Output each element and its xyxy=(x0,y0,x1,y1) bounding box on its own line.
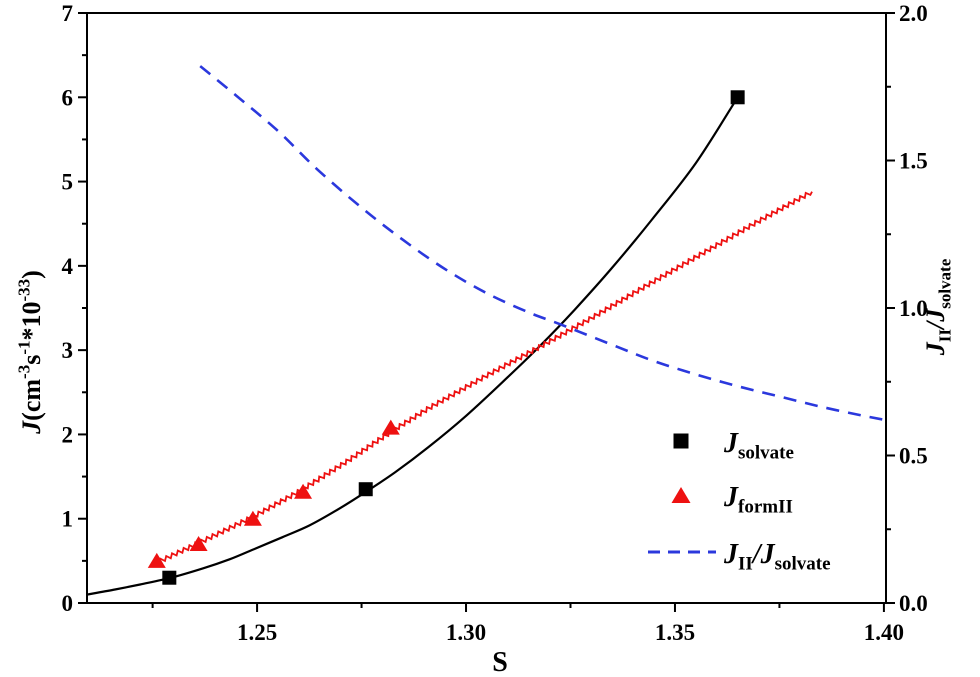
label-segment: J xyxy=(921,341,950,356)
y-left-tick-label: 0 xyxy=(62,591,74,616)
y-right-tick-label: 0.5 xyxy=(899,444,928,469)
x-tick-label: 1.25 xyxy=(237,620,277,645)
formII-data-point xyxy=(147,552,166,568)
y-left-axis-title: J(cm-3s-1*10-33) xyxy=(15,270,46,435)
label-segment: -3 xyxy=(15,365,34,379)
y-left-tick-label: 2 xyxy=(62,422,74,447)
axis-tick-labels: 1.25 1.30 1.35 1.40 0 1 2 3 4 5 6 7 0.0 0.5 1.0 1.5 2.0 xyxy=(62,1,928,645)
y-left-tick-label: 5 xyxy=(62,170,74,195)
series-formII-zigzag-line xyxy=(149,191,813,568)
series-ratio-dashed-curve xyxy=(199,65,887,422)
formII-data-point xyxy=(243,510,262,526)
axis-titles: SJ(cm-3s-1*10-33)JII/Jsolvate xyxy=(15,258,955,677)
label-segment: solvate xyxy=(738,443,794,464)
y-left-tick-label: 3 xyxy=(62,338,74,363)
y-right-tick-label: 2.0 xyxy=(899,1,928,26)
formII-data-point xyxy=(381,419,400,435)
legend-label: JII/Jsolvate xyxy=(723,539,831,575)
label-segment: -33 xyxy=(15,279,34,302)
y-left-tick-label: 1 xyxy=(62,507,74,532)
label-segment: S xyxy=(492,647,508,677)
y-right-tick-label: 1.0 xyxy=(899,296,928,321)
formII-data-point xyxy=(189,536,208,551)
label-segment: / xyxy=(921,319,950,331)
y-right-tick-label: 0.0 xyxy=(899,591,928,616)
solvate-data-point xyxy=(730,90,745,105)
label-segment: II xyxy=(738,554,753,575)
legend-item: JII/Jsolvate xyxy=(648,539,831,575)
legend-label: JformII xyxy=(723,482,793,518)
label-segment: J xyxy=(17,420,46,435)
y-right-axis-title: JII/Jsolvate xyxy=(921,258,954,356)
label-segment: solvate xyxy=(775,554,831,575)
y-right-tick-label: 1.5 xyxy=(899,149,928,174)
y-left-tick-label: 6 xyxy=(62,85,74,110)
x-tick-label: 1.40 xyxy=(864,620,904,645)
formII-data-point xyxy=(294,483,313,499)
label-segment: solvate xyxy=(935,258,954,309)
label-segment: formII xyxy=(738,497,793,518)
x-tick-label: 1.30 xyxy=(446,620,486,645)
x-tick-label: 1.35 xyxy=(655,620,695,645)
legend-item: JformII xyxy=(671,482,793,518)
label-segment: ) xyxy=(17,270,46,279)
label-segment: (cm xyxy=(17,379,46,421)
y-left-tick-label: 7 xyxy=(62,1,74,26)
label-segment: II xyxy=(935,329,954,343)
data-series xyxy=(86,65,887,596)
label-segment: / xyxy=(751,539,763,570)
legend-label: Jsolvate xyxy=(723,428,794,464)
label-segment: J xyxy=(723,539,739,570)
label-segment: J xyxy=(723,428,739,459)
label-segment: s xyxy=(17,355,46,365)
label-segment: J xyxy=(921,308,950,323)
label-segment: J xyxy=(760,539,776,570)
solvate-data-point xyxy=(162,570,177,585)
y-left-tick-label: 4 xyxy=(62,254,74,279)
legend-item: Jsolvate xyxy=(673,428,794,464)
legend-square-marker-icon xyxy=(673,433,689,449)
solvate-data-point xyxy=(358,482,373,497)
label-segment: -1 xyxy=(15,341,34,355)
label-segment: *10 xyxy=(17,302,46,341)
axis-ticks xyxy=(78,12,895,612)
label-segment: J xyxy=(723,482,739,513)
series-solvate-fit-curve xyxy=(86,96,739,596)
legend-triangle-marker-icon xyxy=(671,487,691,503)
x-axis-title: S xyxy=(492,647,508,677)
